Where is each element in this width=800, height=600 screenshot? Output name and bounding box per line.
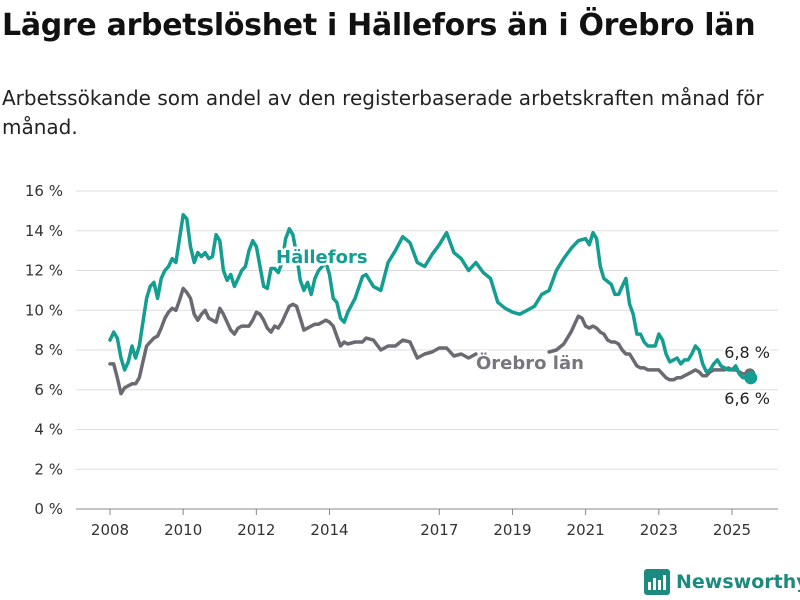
end-label-hallefors: 6,6 %: [724, 389, 770, 408]
series-label-hallefors: Hällefors: [276, 247, 368, 268]
x-tick-label: 2021: [567, 521, 605, 539]
x-tick-label: 2010: [164, 521, 202, 539]
x-axis: 2008 2010 2012 2014 2017 2019 2021 2023 2025: [91, 509, 751, 539]
x-tick-label: 2017: [420, 521, 458, 539]
x-tick-label: 2008: [91, 521, 129, 539]
y-tick-label: 10 %: [25, 301, 63, 319]
series-line-orebro-lan: [108, 286, 478, 396]
series-lines: [108, 213, 758, 396]
y-tick-label: 8 %: [34, 341, 63, 359]
series-label-orebro-lan: Örebro län: [476, 352, 584, 374]
y-tick-label: 0 %: [34, 500, 63, 518]
end-point-hallefors: [744, 371, 758, 385]
x-tick-label: 2012: [237, 521, 275, 539]
newsworthy-logo: Newsworthy: [644, 569, 800, 595]
y-tick-label: 16 %: [25, 182, 63, 200]
brand-name: Newsworthy: [676, 571, 800, 593]
x-tick-label: 2014: [310, 521, 348, 539]
y-tick-label: 12 %: [25, 262, 63, 280]
series-line-hallefors: [108, 213, 753, 380]
y-tick-label: 4 %: [34, 421, 63, 439]
x-tick-label: 2025: [713, 521, 751, 539]
series-labels: Hällefors Örebro län 6,8 % 6,6 %: [274, 245, 773, 411]
y-tick-label: 2 %: [34, 460, 63, 478]
y-tick-label: 6 %: [34, 381, 63, 399]
grid-lines: [76, 190, 778, 510]
newsworthy-icon: [644, 569, 670, 595]
end-label-orebro-lan: 6,8 %: [724, 343, 770, 362]
x-tick-label: 2023: [640, 521, 678, 539]
series-line-orebro-lan: [547, 314, 753, 382]
y-axis: 0 % 2 % 4 % 6 % 8 % 10 % 12 % 14 % 16 %: [25, 182, 63, 518]
chart-title: Lägre arbetslöshet i Hällefors än i Öreb…: [2, 8, 756, 43]
chart-subtitle: Arbetssökande som andel av den registerb…: [2, 86, 764, 139]
y-tick-label: 14 %: [25, 222, 63, 240]
x-tick-label: 2019: [493, 521, 531, 539]
